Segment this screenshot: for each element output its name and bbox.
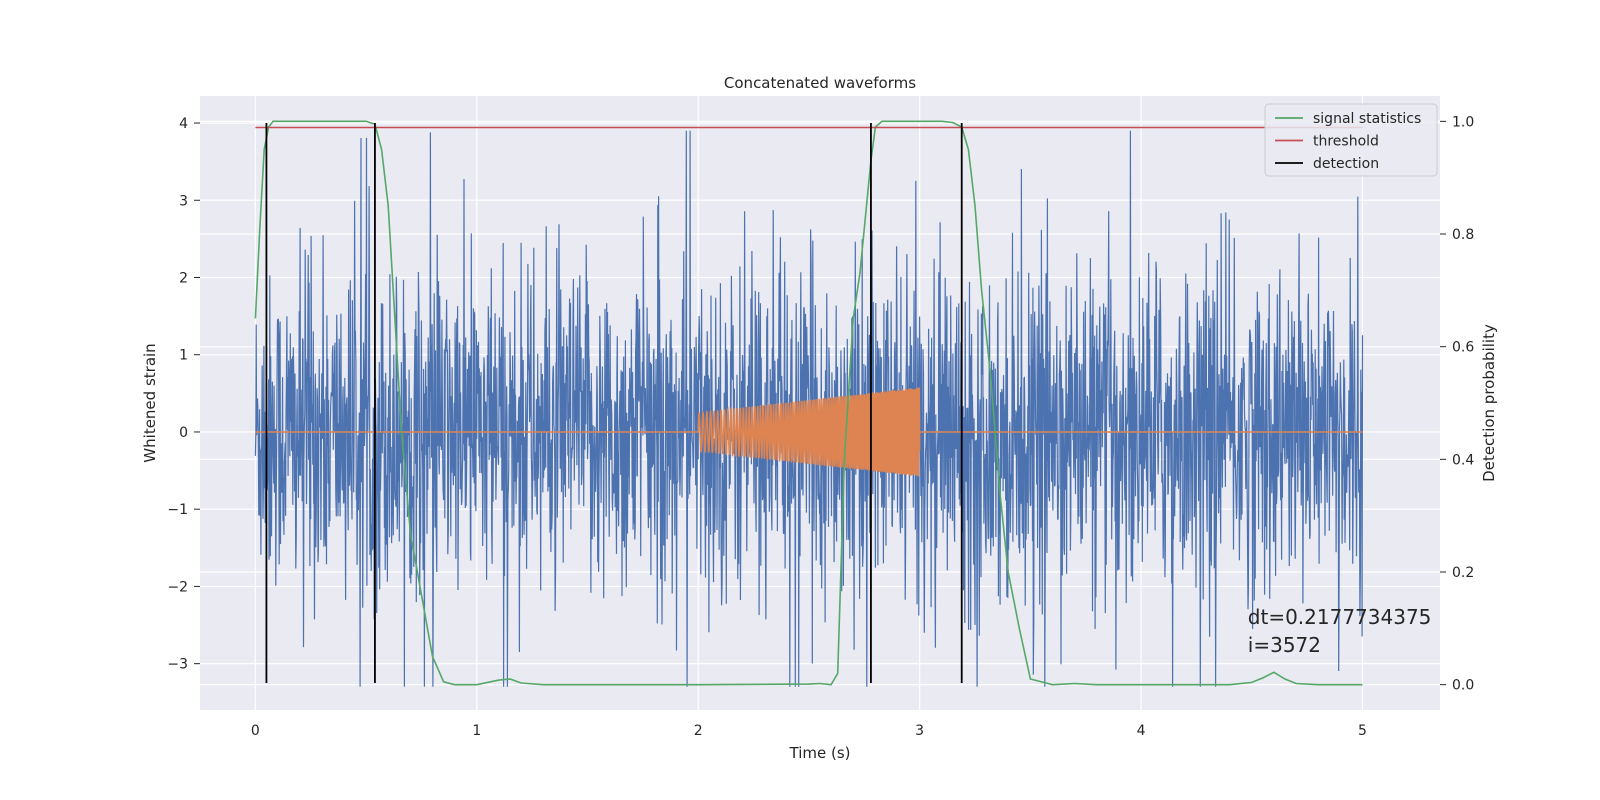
y-tick-label-right: 0.4 — [1452, 452, 1474, 468]
y-tick-label-left: −2 — [167, 579, 188, 595]
y-tick-label-right: 0.6 — [1452, 340, 1474, 356]
series-line-chirp — [255, 387, 1363, 477]
y-tick-label-right: 0.8 — [1452, 227, 1474, 243]
annotation-index: i=3572 — [1248, 633, 1321, 657]
y-axis-label-left: Whitened strain — [141, 343, 159, 462]
x-tick-label: 5 — [1358, 723, 1367, 739]
x-tick-label: 3 — [915, 723, 924, 739]
annotation-dt: dt=0.2177734375 — [1248, 605, 1432, 629]
y-tick-label-right: 1.0 — [1452, 114, 1474, 130]
legend-box — [1264, 103, 1438, 177]
y-tick-label-left: 3 — [179, 193, 188, 209]
chart-title: Concatenated waveforms — [724, 74, 916, 92]
ticks: 0 1 2 3 4 5 −3 −2 −1 0 1 2 3 4 0.0 0.2 0.4 0.6 0.8 1.0 — [167, 114, 1474, 739]
x-tick-label: 2 — [694, 723, 703, 739]
x-tick-label: 0 — [251, 723, 260, 739]
legend-label: detection — [1313, 156, 1379, 172]
y-tick-label-left: 1 — [179, 348, 188, 364]
legend-label: signal statistics — [1313, 111, 1421, 127]
legend-label: threshold — [1313, 134, 1379, 150]
x-tick-label: 4 — [1137, 723, 1146, 739]
y-tick-label-left: 4 — [179, 116, 188, 132]
signal-statistics-line — [254, 120, 1363, 686]
y-tick-label-left: −3 — [167, 657, 188, 673]
y-tick-label-left: −1 — [167, 502, 188, 518]
x-tick-label: 1 — [472, 723, 481, 739]
y-tick-label-left: 2 — [179, 270, 188, 286]
y-tick-label-left: 0 — [179, 425, 188, 441]
y-tick-label-right: 0.0 — [1452, 678, 1474, 694]
legend: signal statistics threshold detection — [1264, 103, 1438, 177]
annotation: dt=0.2177734375 i=3572 — [1248, 605, 1432, 657]
y-tick-label-right: 0.2 — [1452, 565, 1474, 581]
y-axis-label-right: Detection probability — [1480, 324, 1498, 482]
series-layer — [254, 120, 1364, 687]
x-axis-label: Time (s) — [789, 744, 851, 762]
